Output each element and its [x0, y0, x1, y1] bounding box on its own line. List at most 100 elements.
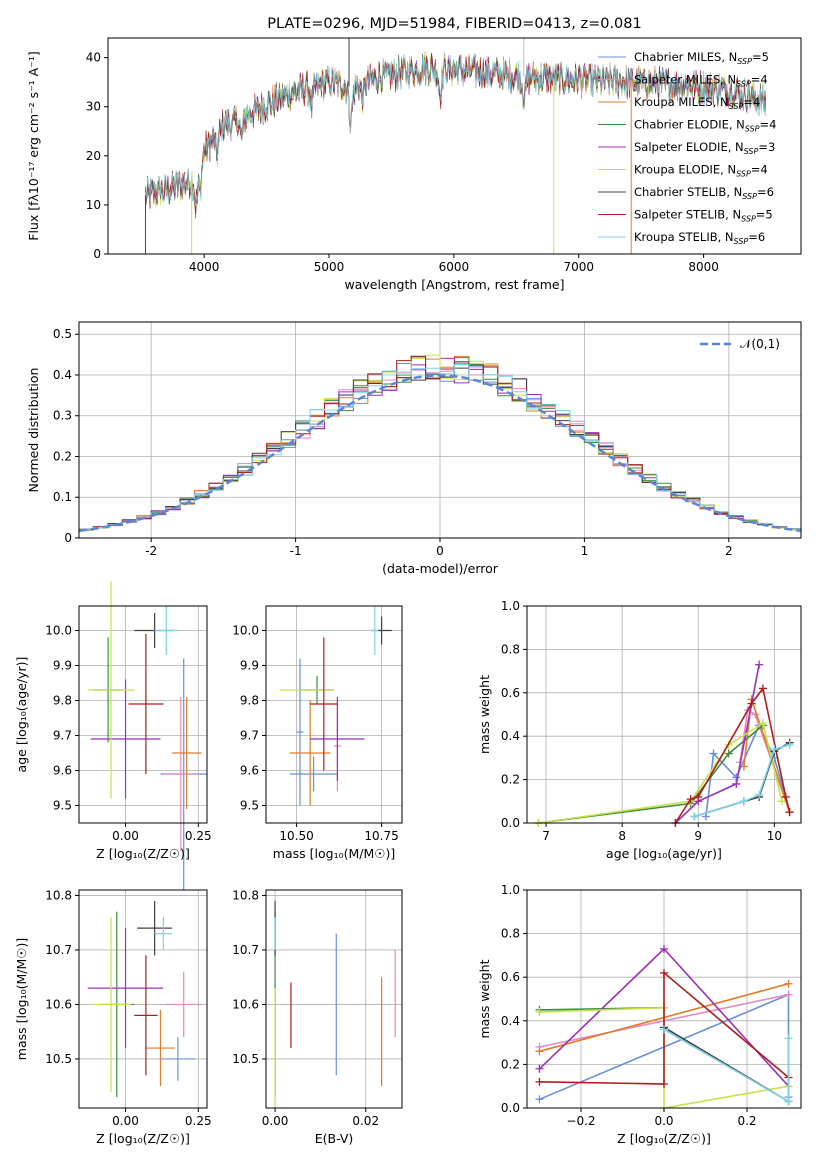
panel-spectrum: PLATE=0296, MJD=51984, FIBERID=0413, z=0… — [26, 16, 802, 292]
legend-subscript: SSP — [744, 147, 759, 156]
x-tick-label: 1 — [581, 544, 589, 558]
legend-label: Chabrier STELIB, NSSP=6 — [634, 185, 774, 201]
weight-point-marker — [758, 684, 767, 693]
x-tick-label: 0.0 — [654, 1114, 673, 1128]
x-tick-label: 0.00 — [112, 1114, 139, 1128]
y-tick-label: 10.8 — [45, 888, 72, 902]
y-tick-label: 0.6 — [501, 970, 520, 984]
weight-point-marker — [747, 699, 756, 708]
x-tick-label: 0.00 — [112, 829, 139, 843]
weight-point-marker — [781, 792, 790, 801]
weight-point-marker — [535, 1064, 544, 1073]
weight-point-marker — [686, 795, 695, 804]
y-tick-label: 1.0 — [501, 883, 520, 897]
x-tick-label: 10.75 — [364, 829, 398, 843]
legend-subscript: SSP — [734, 237, 749, 246]
weight-point-marker — [535, 1047, 544, 1056]
weight-series-line — [538, 724, 764, 824]
legend-tail: =5 — [752, 50, 769, 64]
y-tick-label: 0.8 — [501, 927, 520, 941]
weight-series-line — [705, 723, 791, 817]
y-tick-label: 9.6 — [53, 764, 72, 778]
y-tick-label: 10 — [86, 198, 101, 212]
legend-tail: =4 — [760, 118, 777, 132]
axes-frame — [265, 889, 403, 1109]
y-tick-label: 0.8 — [501, 642, 520, 656]
y-tick-label: 0.5 — [53, 327, 72, 341]
panel-age-vs-Z: 0.00 0.25 9.5 9.6 9.7 9.8 9.9 10.0 Z [log₁₀(Z/Z☉… — [14, 581, 212, 890]
x-axis-label: (data-model)/error — [382, 561, 499, 576]
legend-label: Kroupa STELIB, NSSP=6 — [634, 230, 765, 246]
weight-point-marker — [777, 797, 786, 806]
y-tick-label: 9.8 — [240, 694, 259, 708]
y-tick-label: 9.7 — [53, 729, 72, 743]
x-tick-label: 0.00 — [262, 1114, 289, 1128]
x-tick-label: 0.25 — [185, 1114, 212, 1128]
x-axis-label: Z [log₁₀(Z/Z☉)] — [96, 1131, 190, 1146]
panel-age-vs-mass: 10.50 10.75 9.5 9.6 9.7 9.8 9.9 10.0 mass [log₁₀… — [232, 605, 403, 861]
y-tick-label: 9.9 — [240, 659, 259, 673]
panel-residuals: -2 -1 0 1 2 0 0.1 0.2 0.3 0.4 0.5 (data-model)/erro… — [26, 321, 802, 576]
y-tick-label: 9.8 — [53, 694, 72, 708]
histogram-series — [79, 364, 801, 531]
legend-label: Salpeter MILES, NSSP=4 — [634, 73, 768, 89]
y-tick-label: 0.0 — [501, 1101, 520, 1115]
x-tick-label: 9 — [694, 829, 702, 843]
y-tick-label: 10.5 — [232, 1052, 259, 1066]
y-tick-label: 0 — [64, 531, 72, 545]
y-tick-label: 20 — [86, 149, 101, 163]
y-tick-label: 9.7 — [240, 729, 259, 743]
x-tick-label: -2 — [145, 544, 157, 558]
legend-label: Kroupa ELODIE, NSSP=4 — [634, 163, 768, 179]
legend-label: Salpeter STELIB, NSSP=5 — [634, 208, 773, 224]
legend-subscript: SSP — [737, 57, 752, 66]
y-tick-label: 0 — [93, 247, 101, 261]
y-axis-label: Normed distribution — [26, 368, 41, 493]
x-tick-label: 0 — [436, 544, 444, 558]
y-axis-label: mass weight — [477, 675, 492, 754]
weight-point-marker — [784, 990, 793, 999]
x-axis-label: age [log₁₀(age/yr)] — [606, 846, 722, 861]
weight-point-marker — [739, 762, 748, 771]
weight-point-marker — [694, 792, 703, 801]
legend: Chabrier MILES, NSSP=5 Salpeter MILES, NS… — [598, 50, 776, 246]
legend-tail: =4 — [743, 95, 760, 109]
legend-tail: =6 — [748, 230, 765, 244]
x-tick-label: 7 — [542, 829, 550, 843]
x-tick-label: 0.02 — [352, 1114, 379, 1128]
weight-point-marker — [784, 1034, 793, 1043]
weight-point-marker — [660, 1080, 668, 1089]
legend-subscript: SSP — [736, 170, 751, 179]
legend-subscript: SSP — [736, 80, 751, 89]
legend-tail: =3 — [758, 140, 775, 154]
x-tick-label: 0.25 — [185, 829, 212, 843]
y-tick-label: 9.5 — [240, 799, 259, 813]
weight-point-marker — [660, 944, 668, 953]
legend-label: Chabrier MILES, NSSP=5 — [634, 50, 769, 66]
weight-point-marker — [784, 1097, 793, 1106]
weight-point-marker — [724, 749, 733, 758]
x-tick-label: 4000 — [189, 260, 220, 274]
legend-label: Chabrier ELODIE, NSSP=4 — [634, 118, 776, 134]
weight-point-marker — [535, 1008, 544, 1017]
panel-weight-vs-age: 7 8 9 10 0.0 0.2 0.4 0.6 0.8 1.0 age [log₁₀(age/yr… — [477, 599, 802, 861]
y-tick-label: 0.4 — [501, 1014, 520, 1028]
y-tick-label: 0.2 — [501, 1057, 520, 1071]
x-axis-label: mass [log₁₀(M/M☉)] — [273, 846, 395, 861]
legend-subscript: SSP — [741, 215, 756, 224]
axes-frame — [78, 889, 208, 1109]
weight-point-marker — [755, 660, 764, 669]
weight-point-marker — [785, 740, 794, 749]
x-tick-label: 6000 — [439, 260, 470, 274]
y-tick-label: 10.7 — [232, 943, 259, 957]
weight-point-marker — [784, 979, 793, 988]
axes-frame — [265, 605, 403, 824]
y-tick-label: 0.2 — [53, 449, 72, 463]
y-tick-label: 0.0 — [501, 816, 520, 830]
weight-point-marker — [535, 1095, 544, 1104]
weight-point-marker — [732, 779, 741, 788]
panel-mass-vs-Z: 0.00 0.25 10.5 10.6 10.7 10.8 Z [log₁₀(Z/Z☉)] m… — [14, 888, 212, 1146]
legend-label: Salpeter ELODIE, NSSP=3 — [634, 140, 775, 156]
x-tick-label: 0.2 — [737, 1114, 756, 1128]
